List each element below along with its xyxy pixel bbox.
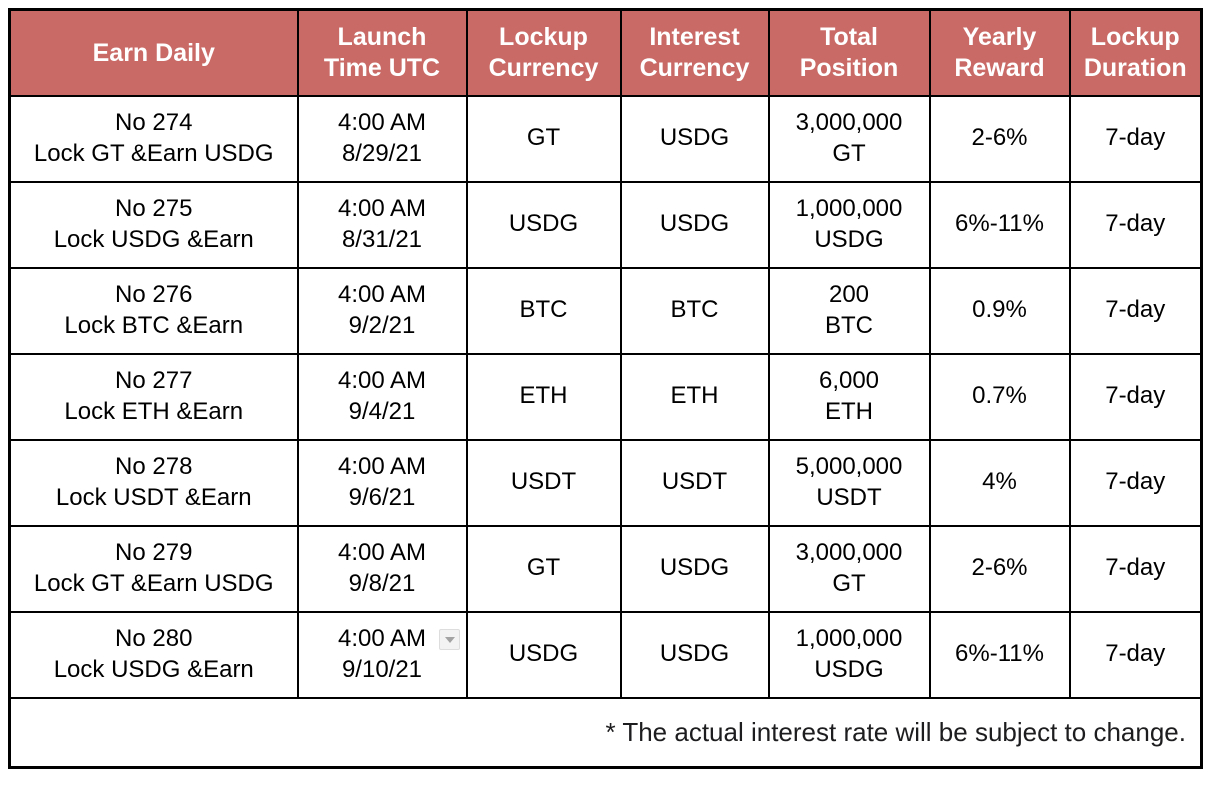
yearly-reward-cell: 6%-11%: [928, 180, 1071, 269]
earn-daily-table: Earn Daily Launch Time UTC Lockup Curren…: [8, 8, 1203, 769]
table-row: No 277 Lock ETH &Earn 4:00 AM 9/4/21 ETH ET…: [8, 352, 1203, 441]
lockup-duration-cell: 7-day: [1068, 438, 1203, 527]
lockup-duration-cell: 7-day: [1068, 352, 1203, 441]
yearly-reward-cell: 0.7%: [928, 352, 1071, 441]
table-row: No 280 Lock USDG &Earn 4:00 AM 9/10/21 USD…: [8, 610, 1203, 699]
yearly-reward-cell: 2-6%: [928, 524, 1071, 613]
lockup-currency-cell: ETH: [465, 352, 622, 441]
earn-daily-cell: No 274 Lock GT &Earn USDG: [8, 94, 299, 183]
interest-currency-cell: BTC: [619, 266, 770, 355]
earn-daily-cell: No 277 Lock ETH &Earn: [8, 352, 299, 441]
column-header-earn-daily: Earn Daily: [8, 8, 299, 97]
total-position-cell: 3,000,000 GT: [767, 94, 931, 183]
interest-currency-cell: USDT: [619, 438, 770, 527]
earn-daily-cell: No 276 Lock BTC &Earn: [8, 266, 299, 355]
earn-daily-cell: No 279 Lock GT &Earn USDG: [8, 524, 299, 613]
footnote-row: * The actual interest rate will be subje…: [8, 696, 1203, 769]
launch-time-cell: 4:00 AM 9/10/21: [296, 610, 468, 699]
interest-currency-cell: USDG: [619, 524, 770, 613]
launch-time-cell: 4:00 AM 9/8/21: [296, 524, 468, 613]
lockup-duration-cell: 7-day: [1068, 180, 1203, 269]
interest-currency-cell: USDG: [619, 610, 770, 699]
column-header-yearly-reward: Yearly Reward: [928, 8, 1071, 97]
lockup-currency-cell: USDT: [465, 438, 622, 527]
lockup-duration-cell: 7-day: [1068, 524, 1203, 613]
yearly-reward-cell: 2-6%: [928, 94, 1071, 183]
launch-time-cell: 4:00 AM 9/6/21: [296, 438, 468, 527]
lockup-currency-cell: USDG: [465, 610, 622, 699]
column-header-lockup-currency: Lockup Currency: [465, 8, 622, 97]
earn-daily-cell: No 278 Lock USDT &Earn: [8, 438, 299, 527]
lockup-currency-cell: BTC: [465, 266, 622, 355]
triangle-down-glyph: [444, 636, 455, 643]
table-row: No 279 Lock GT &Earn USDG 4:00 AM 9/8/21 G…: [8, 524, 1203, 613]
interest-currency-cell: USDG: [619, 180, 770, 269]
total-position-cell: 1,000,000 USDG: [767, 610, 931, 699]
header-row: Earn Daily Launch Time UTC Lockup Curren…: [8, 8, 1203, 97]
launch-time-cell: 4:00 AM 8/31/21: [296, 180, 468, 269]
total-position-cell: 5,000,000 USDT: [767, 438, 931, 527]
yearly-reward-cell: 0.9%: [928, 266, 1071, 355]
total-position-cell: 6,000 ETH: [767, 352, 931, 441]
launch-time-cell: 4:00 AM 8/29/21: [296, 94, 468, 183]
launch-time-cell: 4:00 AM 9/2/21: [296, 266, 468, 355]
table-body: No 274 Lock GT &Earn USDG 4:00 AM 8/29/21…: [8, 94, 1203, 699]
dropdown-arrow-icon[interactable]: [439, 629, 460, 650]
column-header-interest-currency: Interest Currency: [619, 8, 770, 97]
lockup-duration-cell: 7-day: [1068, 94, 1203, 183]
lockup-currency-cell: GT: [465, 524, 622, 613]
yearly-reward-cell: 4%: [928, 438, 1071, 527]
lockup-currency-cell: GT: [465, 94, 622, 183]
yearly-reward-cell: 6%-11%: [928, 610, 1071, 699]
total-position-cell: 200 BTC: [767, 266, 931, 355]
interest-currency-cell: USDG: [619, 94, 770, 183]
lockup-currency-cell: USDG: [465, 180, 622, 269]
total-position-cell: 3,000,000 GT: [767, 524, 931, 613]
table-row: No 275 Lock USDG &Earn 4:00 AM 8/31/21 USD…: [8, 180, 1203, 269]
total-position-cell: 1,000,000 USDG: [767, 180, 931, 269]
table-row: No 274 Lock GT &Earn USDG 4:00 AM 8/29/21…: [8, 94, 1203, 183]
interest-currency-cell: ETH: [619, 352, 770, 441]
column-header-lockup-duration: Lockup Duration: [1068, 8, 1203, 97]
lockup-duration-cell: 7-day: [1068, 610, 1203, 699]
lockup-duration-cell: 7-day: [1068, 266, 1203, 355]
table-row: No 276 Lock BTC &Earn 4:00 AM 9/2/21 BTC BT…: [8, 266, 1203, 355]
column-header-launch-time-utc: Launch Time UTC: [296, 8, 468, 97]
earn-daily-cell: No 275 Lock USDG &Earn: [8, 180, 299, 269]
earn-daily-cell: No 280 Lock USDG &Earn: [8, 610, 299, 699]
table-row: No 278 Lock USDT &Earn 4:00 AM 9/6/21 USDT…: [8, 438, 1203, 527]
column-header-total-position: Total Position: [767, 8, 931, 97]
footnote: * The actual interest rate will be subje…: [8, 696, 1203, 769]
launch-time-cell: 4:00 AM 9/4/21: [296, 352, 468, 441]
